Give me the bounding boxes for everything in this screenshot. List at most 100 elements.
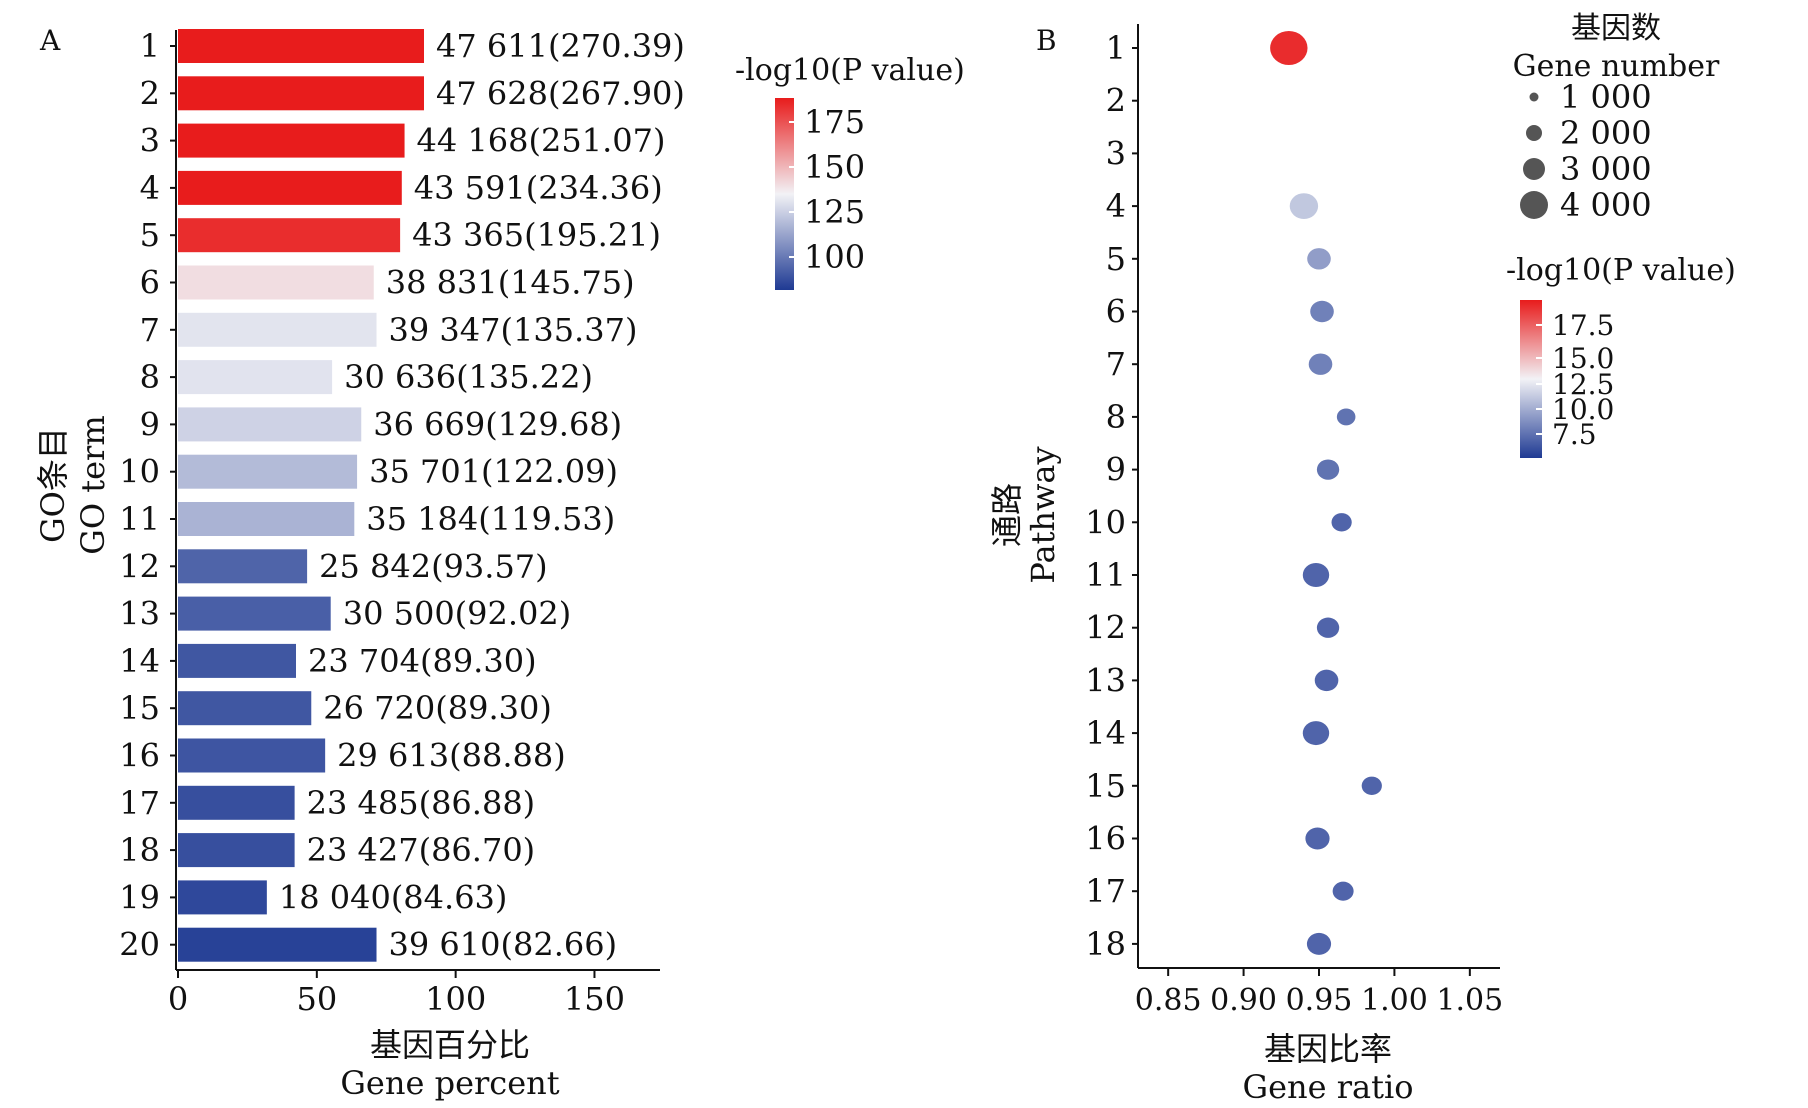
bar-go-term-18: [178, 833, 295, 868]
point-pathway-5: [1307, 248, 1331, 270]
point-pathway-15: [1361, 776, 1382, 795]
point-pathway-18: [1306, 932, 1332, 955]
y-tick-label: 3: [140, 122, 160, 160]
panel-b-colorbar-title: -log10(P value): [1506, 253, 1736, 288]
colorbar-tick-label: 150: [804, 148, 865, 186]
panel-a-ylabel-en: GO term: [74, 415, 112, 554]
bar-data-label: 47 611(270.39): [436, 27, 685, 65]
panel-b-ylabel-en: Pathway: [1024, 446, 1062, 583]
x-tick-label: 1.05: [1436, 983, 1503, 1018]
panel-a-colorbar-ticks: 175 150 125 100: [789, 103, 865, 276]
bar-data-label: 30 500(92.02): [343, 595, 572, 633]
bar-go-term-2: [178, 76, 424, 111]
x-tick-label: 0.95: [1286, 983, 1353, 1018]
y-tick-label: 9: [140, 405, 160, 443]
point-pathway-11: [1302, 563, 1330, 587]
x-tick-label: 100: [425, 980, 486, 1018]
x-tick-label: 0.85: [1135, 983, 1202, 1018]
y-tick-label: 6: [1106, 293, 1126, 331]
y-tick-label: 7: [1106, 345, 1126, 383]
size-legend-label: 2 000: [1560, 114, 1652, 152]
y-tick-label: 5: [140, 216, 160, 254]
x-tick-label: 0.90: [1210, 983, 1277, 1018]
bar-go-term-6: [178, 265, 374, 300]
bar-data-label: 38 831(145.75): [386, 264, 635, 302]
panel-b-xlabel-en: Gene ratio: [1243, 1068, 1414, 1104]
bar-data-label: 43 591(234.36): [414, 169, 663, 207]
colorbar-tick-label: 17.5: [1552, 309, 1614, 342]
panel-a-xlabel-cn: 基因百分比: [370, 1026, 530, 1064]
y-tick-label: 19: [119, 878, 160, 916]
bar-data-label: 35 184(119.53): [366, 500, 615, 538]
panel-b-ylabel-cn: 通路: [988, 483, 1026, 547]
point-pathway-9: [1316, 459, 1340, 480]
colorbar-tick-label: 10.0: [1552, 393, 1614, 426]
y-tick-label: 2: [140, 74, 160, 112]
colorbar-tick-label: 7.5: [1552, 418, 1597, 451]
y-tick-label: 7: [140, 311, 160, 349]
y-tick-label: 3: [1106, 134, 1126, 172]
point-pathway-12: [1316, 617, 1340, 638]
panel-a-ylabel-cn: GO条目: [34, 427, 72, 543]
panel-a: A 1 47 611(270.39) 2 47 628(267.90) 3 44 168(…: [34, 24, 965, 1102]
y-tick-label: 14: [119, 642, 160, 680]
bar-go-term-13: [178, 596, 331, 631]
x-tick-label: 0: [168, 980, 188, 1018]
panel-b-label: B: [1036, 24, 1057, 57]
bar-go-term-3: [178, 123, 405, 158]
y-tick-label: 9: [1106, 451, 1126, 489]
bar-data-label: 39 347(135.37): [389, 311, 638, 349]
bar-data-label: 39 610(82.66): [389, 926, 618, 964]
colorbar-tick-label: 12.5: [1552, 368, 1614, 401]
bar-data-label: 36 669(129.68): [373, 405, 622, 443]
x-tick-label: 150: [564, 980, 625, 1018]
bar-data-label: 23 485(86.88): [307, 784, 536, 822]
bar-go-term-8: [178, 360, 333, 395]
panel-a-xlabel-en: Gene percent: [340, 1064, 559, 1102]
bar-data-label: 29 613(88.88): [337, 737, 566, 775]
size-legend-dot: [1529, 92, 1539, 102]
y-tick-label: 4: [140, 169, 160, 207]
bar-go-term-17: [178, 785, 295, 820]
point-pathway-10: [1331, 513, 1352, 532]
bar-go-term-1: [178, 29, 424, 63]
y-tick-label: 13: [119, 595, 160, 633]
y-tick-label: 1: [1106, 29, 1126, 67]
bar-go-term-9: [178, 407, 362, 442]
bar-go-term-4: [178, 170, 402, 205]
size-legend-title-en: Gene number: [1513, 49, 1720, 84]
panel-b-points: [1270, 31, 1382, 955]
point-pathway-1: [1270, 31, 1308, 65]
bar-data-label: 23 427(86.70): [307, 831, 536, 869]
bar-go-term-20: [178, 927, 377, 962]
bar-data-label: 35 701(122.09): [369, 453, 618, 491]
bar-data-label: 23 704(89.30): [308, 642, 537, 680]
bar-go-term-12: [178, 549, 308, 584]
y-tick-label: 20: [119, 926, 160, 964]
bar-go-term-14: [178, 643, 296, 678]
bar-go-term-7: [178, 312, 377, 347]
x-tick-label: 50: [296, 980, 337, 1018]
point-pathway-16: [1305, 827, 1330, 850]
point-pathway-14: [1302, 721, 1330, 746]
point-pathway-6: [1310, 300, 1334, 323]
colorbar-tick-label: 175: [804, 103, 865, 141]
y-tick-label: 10: [1085, 503, 1126, 541]
y-tick-label: 18: [1085, 925, 1126, 963]
y-tick-label: 4: [1106, 187, 1126, 225]
size-legend-label: 3 000: [1560, 150, 1652, 188]
panel-a-colorbar-title: -log10(P value): [735, 53, 965, 88]
panel-a-label: A: [39, 24, 61, 57]
point-pathway-4: [1289, 193, 1319, 219]
y-tick-label: 6: [140, 264, 160, 302]
y-tick-label: 17: [119, 784, 160, 822]
y-tick-label: 18: [119, 831, 160, 869]
panel-a-bars: 1 47 611(270.39) 2 47 628(267.90) 3 44 168(25…: [119, 27, 685, 964]
y-tick-label: 11: [119, 500, 160, 538]
y-tick-label: 10: [119, 453, 160, 491]
y-tick-label: 13: [1085, 661, 1126, 699]
colorbar-tick-label: 100: [804, 238, 865, 276]
